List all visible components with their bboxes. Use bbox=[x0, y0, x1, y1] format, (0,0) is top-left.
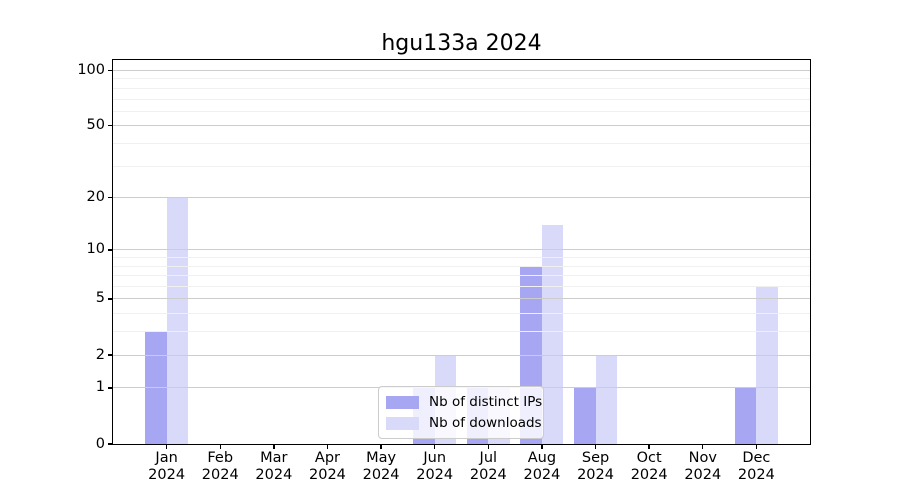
y-tick-label: 5 bbox=[95, 290, 105, 307]
y-tick-label: 2 bbox=[95, 346, 105, 363]
legend-item-distinct-ips: Nb of distinct IPs bbox=[386, 394, 542, 410]
plot-border bbox=[112, 59, 811, 445]
x-tick bbox=[487, 444, 489, 449]
y-tick bbox=[108, 443, 113, 445]
x-tick-label: Apr 2024 bbox=[309, 450, 346, 483]
y-tick bbox=[108, 125, 113, 127]
gridline-major bbox=[113, 125, 810, 127]
y-tick-label: 50 bbox=[86, 117, 105, 134]
x-tick-label: Oct 2024 bbox=[630, 450, 668, 483]
x-tick bbox=[755, 444, 758, 449]
x-tick-label: Jul 2024 bbox=[469, 450, 507, 483]
gridline-major bbox=[113, 354, 810, 356]
y-tick bbox=[108, 196, 113, 199]
legend-item-downloads: Nb of downloads bbox=[386, 415, 542, 431]
y-tick-label: 10 bbox=[86, 241, 105, 258]
bar-distinct-ips-sep bbox=[574, 387, 596, 444]
gridline-major bbox=[113, 70, 810, 71]
legend-label-downloads: Nb of downloads bbox=[429, 415, 542, 431]
x-tick-label: Feb 2024 bbox=[201, 450, 239, 483]
bar-downloads-aug bbox=[541, 224, 564, 444]
y-tick bbox=[108, 387, 113, 389]
x-tick-label: Jun 2024 bbox=[416, 450, 454, 483]
y-tick-label: 100 bbox=[77, 62, 105, 78]
x-tick bbox=[702, 444, 704, 449]
y-tick bbox=[108, 249, 113, 251]
x-tick-label: Jan 2024 bbox=[148, 450, 186, 483]
gridline-major bbox=[113, 298, 810, 300]
x-tick bbox=[380, 444, 382, 449]
legend-swatch-distinct-ips-icon bbox=[386, 395, 419, 409]
gridline-minor bbox=[113, 110, 810, 112]
x-tick-label: Mar 2024 bbox=[255, 450, 293, 483]
x-tick bbox=[541, 444, 543, 449]
x-tick bbox=[594, 444, 597, 449]
y-tick-label: 1 bbox=[95, 379, 105, 396]
bar-downloads-sep bbox=[595, 355, 618, 444]
gridline-minor bbox=[113, 275, 810, 277]
x-tick bbox=[648, 444, 650, 449]
chart-title: hgu133a 2024 bbox=[381, 31, 542, 56]
gridline-minor bbox=[113, 78, 810, 80]
x-tick bbox=[326, 444, 329, 449]
gridline-minor bbox=[113, 98, 810, 100]
gridline-minor bbox=[113, 265, 810, 267]
bar-downloads-jan bbox=[166, 197, 189, 444]
gridline-minor bbox=[113, 165, 810, 167]
gridline-minor bbox=[113, 257, 810, 259]
gridline-major bbox=[113, 249, 810, 251]
x-tick bbox=[433, 444, 436, 449]
x-tick-label: Dec 2024 bbox=[737, 450, 775, 483]
gridline-minor bbox=[113, 142, 810, 144]
y-tick-label: 20 bbox=[86, 189, 105, 206]
gridline-minor bbox=[113, 286, 810, 288]
gridline-major bbox=[113, 197, 810, 199]
y-tick-label: 0 bbox=[95, 435, 105, 452]
x-tick bbox=[219, 444, 221, 449]
x-tick-label: May 2024 bbox=[362, 450, 400, 483]
x-tick-label: Nov 2024 bbox=[684, 450, 722, 483]
y-tick bbox=[108, 69, 113, 72]
y-tick bbox=[108, 354, 113, 356]
gridline-minor bbox=[113, 313, 810, 315]
gridline-minor bbox=[113, 331, 810, 333]
bar-downloads-dec bbox=[756, 286, 778, 444]
legend-label-distinct-ips: Nb of distinct IPs bbox=[429, 394, 543, 410]
y-tick bbox=[108, 298, 113, 300]
gridline-minor bbox=[113, 87, 810, 89]
legend: Nb of distinct IPs Nb of downloads bbox=[378, 386, 544, 439]
legend-swatch-downloads-icon bbox=[386, 416, 419, 430]
bar-distinct-ips-dec bbox=[734, 387, 757, 444]
x-tick bbox=[273, 444, 275, 449]
x-tick bbox=[165, 444, 168, 449]
x-tick-label: Sep 2024 bbox=[577, 450, 614, 483]
x-tick-label: Aug 2024 bbox=[523, 450, 561, 483]
